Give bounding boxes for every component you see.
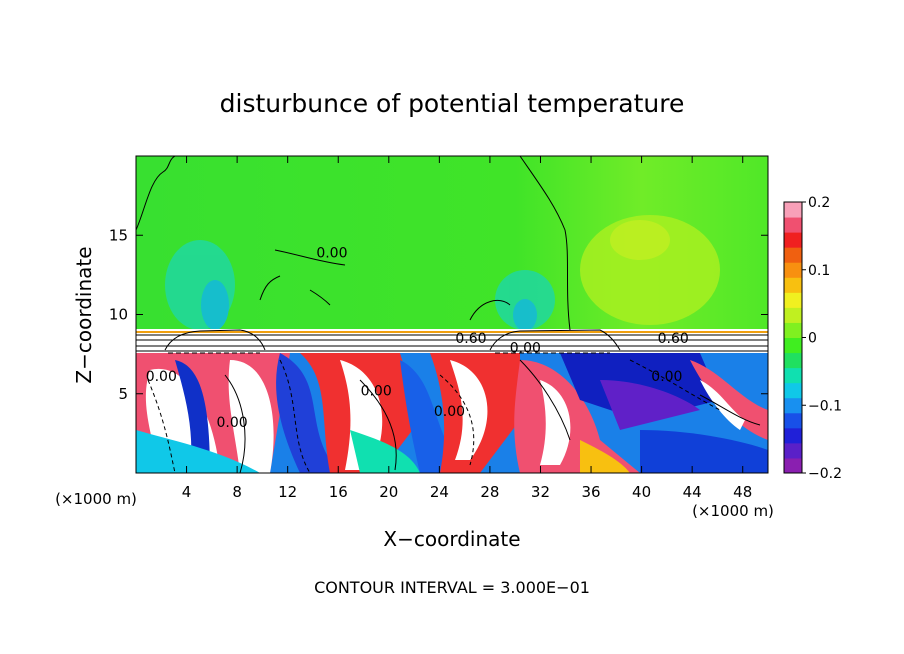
- colorbar-segment: [784, 337, 802, 354]
- x-tick-label: 8: [232, 483, 242, 501]
- x-tick-label: 20: [379, 483, 398, 501]
- x-tick-label: 12: [278, 483, 297, 501]
- y-tick-label: 5: [118, 385, 128, 403]
- colorbar-segment: [784, 382, 802, 399]
- contour-label: 0.00: [146, 369, 177, 385]
- colorbar-segment: [784, 277, 802, 293]
- contour-label: 0.00: [651, 369, 682, 385]
- x-tick-label: 16: [329, 483, 348, 501]
- contour-lines: [136, 156, 761, 473]
- y-tick-label: 10: [109, 306, 128, 324]
- colorbar-segment: [784, 232, 802, 248]
- colorbar-tick-label: 0.2: [808, 195, 830, 211]
- colorbar-tick-label: 0: [808, 331, 817, 347]
- contour-interval-note: CONTOUR INTERVAL = 3.000E−01: [314, 578, 590, 597]
- colorbar-segment: [784, 247, 802, 263]
- x-tick-label: 36: [581, 483, 600, 501]
- contour-label: 0.60: [658, 331, 689, 347]
- plot-area: 0.00 0.60 0.60 0.00 0.00 0.00 0.00 0.00 0.00: [136, 156, 768, 473]
- colorbar-segment: [784, 427, 802, 444]
- cool-plume-right-core: [513, 299, 537, 331]
- colorbar-tick-label: −0.2: [808, 466, 842, 482]
- x-tick-label: 44: [683, 483, 702, 501]
- colorbar-segment: [784, 307, 802, 323]
- x-tick-label: 4: [182, 483, 192, 501]
- contour-label: 0.00: [510, 341, 541, 357]
- contour-label: 0.00: [361, 383, 392, 399]
- x-axis-label: X−coordinate: [383, 527, 520, 551]
- lower-turbulent-field: [136, 353, 768, 473]
- colorbar-segment: [784, 292, 802, 308]
- cool-plume-left-core: [201, 280, 229, 330]
- contour-labels: 0.00 0.60 0.60 0.00 0.00 0.00 0.00 0.00 0.00: [146, 245, 689, 431]
- y-axis-label: Z−coordinate: [72, 246, 96, 383]
- colorbar-segment: [784, 352, 802, 369]
- colorbar-segment: [784, 457, 802, 474]
- contour-label: 0.00: [216, 415, 247, 431]
- y-tick-label: 15: [109, 226, 128, 244]
- x-tick-label: 24: [430, 483, 449, 501]
- x-tick-label: 32: [531, 483, 550, 501]
- colorbar-segment: [784, 367, 802, 384]
- x-tick-label: 28: [480, 483, 499, 501]
- colorbar-segment: [784, 442, 802, 459]
- colorbar: 0.2 0.1 0 −0.1 −0.2: [783, 195, 842, 482]
- colorbar-segment: [784, 397, 802, 414]
- upper-field-features: [165, 215, 720, 331]
- y-axis: 5 10 15: [109, 226, 768, 403]
- contour-label: 0.00: [434, 404, 465, 420]
- colorbar-segment: [784, 202, 802, 218]
- contour-label: 0.60: [455, 331, 486, 347]
- colorbar-segment: [784, 412, 802, 429]
- colorbar-segment: [784, 217, 802, 233]
- x-tick-label: 40: [632, 483, 651, 501]
- x-tick-label: 48: [733, 483, 752, 501]
- colorbar-segment: [784, 322, 802, 338]
- colorbar-tick-label: 0.1: [808, 263, 830, 279]
- colorbar-segment: [784, 262, 802, 278]
- x-axis: 4 8 12 16 20 24 28 32 36 40 44 48: [182, 156, 752, 501]
- x-unit-left: (×1000 m): [55, 490, 137, 508]
- warm-region-right-core: [610, 220, 670, 260]
- x-unit-right: (×1000 m): [692, 502, 774, 520]
- contour-label: 0.00: [316, 245, 347, 261]
- colorbar-tick-label: −0.1: [808, 398, 842, 414]
- chart-title: disturbunce of potential temperature: [220, 89, 685, 118]
